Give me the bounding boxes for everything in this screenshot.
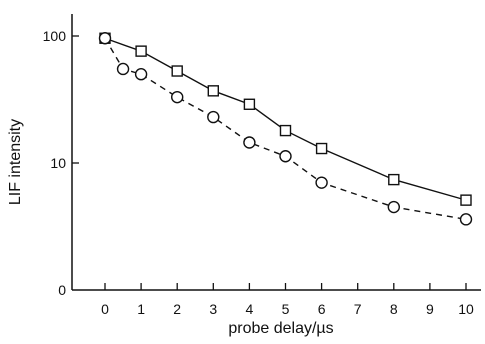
series-2-point bbox=[315, 176, 328, 189]
series-2-point bbox=[134, 68, 148, 81]
series-1-line bbox=[104, 37, 467, 201]
y-tick-label: 10 bbox=[50, 155, 66, 171]
x-tick-label: 4 bbox=[246, 301, 254, 317]
x-tick-label: 8 bbox=[390, 301, 398, 317]
x-ticks: 0 1 2 3 4 5 6 7 8 9 10 bbox=[101, 283, 474, 317]
series-2-point bbox=[243, 136, 256, 149]
x-tick-label: 6 bbox=[318, 301, 326, 317]
x-tick-label: 10 bbox=[458, 301, 474, 317]
x-tick-label: 1 bbox=[137, 301, 145, 317]
y-tick-label: 0 bbox=[58, 282, 66, 298]
series-2-point bbox=[279, 150, 292, 163]
axes bbox=[71, 14, 481, 291]
x-tick-label: 2 bbox=[173, 301, 181, 317]
y-axis-title: LIF intensity bbox=[7, 119, 24, 205]
series-2-point bbox=[387, 200, 400, 214]
x-tick-label: 3 bbox=[209, 301, 217, 317]
y-ticks: 0 10 100 bbox=[43, 28, 79, 298]
series-2-point bbox=[459, 213, 473, 226]
x-tick-label: 0 bbox=[101, 301, 109, 317]
series-1-point bbox=[243, 98, 256, 110]
series-1-point bbox=[460, 194, 472, 206]
series-2-point bbox=[207, 110, 220, 124]
y-tick-label: 100 bbox=[43, 28, 67, 44]
x-tick-label: 5 bbox=[282, 301, 290, 317]
x-axis-title: probe delay/µs bbox=[228, 320, 333, 337]
series-1-point bbox=[207, 85, 220, 97]
series-1-point bbox=[279, 124, 292, 137]
series-1-point bbox=[171, 65, 183, 77]
x-tick-label: 9 bbox=[426, 301, 434, 317]
series-1-point bbox=[135, 45, 147, 57]
x-tick-label: 7 bbox=[354, 301, 362, 317]
series-2-line bbox=[104, 37, 467, 221]
series-2-point bbox=[98, 32, 112, 45]
series-1-point bbox=[315, 142, 328, 155]
series-2-point bbox=[116, 62, 130, 76]
series-2-point bbox=[170, 90, 184, 104]
series-1-point bbox=[388, 173, 400, 186]
series-layer bbox=[98, 32, 473, 226]
